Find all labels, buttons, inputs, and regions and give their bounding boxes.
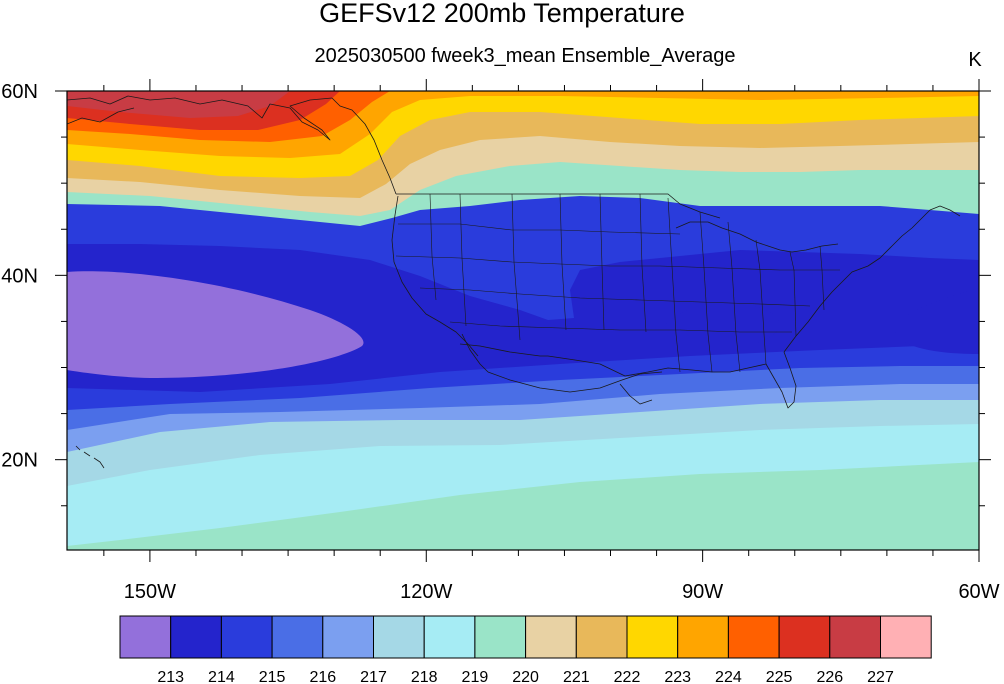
pacific-nw-coast xyxy=(331,97,397,195)
colorbar-swatch xyxy=(474,615,527,659)
baja-coast xyxy=(461,333,489,373)
colorbar-label: 226 xyxy=(816,669,843,684)
colorbar-label: 223 xyxy=(664,669,691,684)
plot-frame xyxy=(66,90,980,551)
colorbar xyxy=(119,615,932,659)
longitude-tick-labels: 150W 120W 90W 60W xyxy=(124,581,1000,603)
colorbar-label: 221 xyxy=(563,669,590,684)
axis-tick-marks xyxy=(55,79,991,562)
us-east-coast xyxy=(783,227,913,353)
map-title: GEFSv12 200mb Temperature xyxy=(319,0,685,28)
y-tick-label: 20N xyxy=(1,450,38,472)
colorbar-swatch xyxy=(322,615,374,659)
latitude-tick-labels: 60N 40N 20N xyxy=(1,81,38,472)
colorbar-swatch xyxy=(423,615,476,659)
colorbar-label: 227 xyxy=(867,669,894,684)
colorbar-label: 214 xyxy=(208,669,235,684)
colorbar-swatch xyxy=(170,615,222,659)
x-tick-label: 120W xyxy=(400,581,452,603)
colorbar-swatch xyxy=(880,615,932,659)
colorbar-swatch xyxy=(373,615,425,659)
mexico-gulf-coast xyxy=(487,371,663,393)
cold-pool-pacific xyxy=(67,271,364,378)
colorbar-label: 216 xyxy=(309,669,336,684)
contour-band-227 xyxy=(67,91,290,118)
colorbar-swatch xyxy=(220,615,273,659)
alaska-coast xyxy=(67,95,333,141)
colorbar-label: 222 xyxy=(614,669,641,684)
colorbar-swatch xyxy=(829,615,881,659)
yucatan-coast xyxy=(619,383,653,405)
x-tick-label: 60W xyxy=(958,581,999,603)
coastlines-and-borders xyxy=(67,95,961,469)
colorbar-swatch xyxy=(677,615,729,659)
x-tick-label: 90W xyxy=(682,581,723,603)
y-tick-label: 60N xyxy=(1,81,38,103)
florida-peninsula xyxy=(765,351,797,409)
us-west-coast xyxy=(391,195,479,357)
y-tick-label: 40N xyxy=(1,265,38,287)
hawaii-islands xyxy=(75,445,105,469)
warm-pocket-atlantic xyxy=(894,288,979,354)
state-borders xyxy=(395,193,840,373)
warm-pocket-southeast xyxy=(665,303,780,349)
colorbar-label: 219 xyxy=(462,669,489,684)
colorbar-label: 220 xyxy=(512,669,539,684)
colorbar-swatch xyxy=(525,615,577,659)
colorbar-label: 224 xyxy=(715,669,742,684)
temperature-contour-field xyxy=(67,91,979,550)
colorbar-swatch xyxy=(119,615,172,659)
alaska-islands xyxy=(67,107,135,125)
colorbar-label: 225 xyxy=(766,669,793,684)
x-tick-label: 150W xyxy=(124,581,176,603)
us-mexico-border xyxy=(459,343,548,357)
colorbar-swatch xyxy=(778,615,831,659)
colorbar-swatch xyxy=(626,615,679,659)
colorbar-swatch xyxy=(727,615,780,659)
maritimes-coast xyxy=(911,205,961,229)
colorbar-label: 218 xyxy=(411,669,438,684)
colorbar-labels: 213 214 215 216 217 218 219 220 221 222 223 224 225 2… xyxy=(157,669,894,684)
us-gulf-coast xyxy=(547,355,767,377)
map-subtitle: 2025030500 fweek3_mean Ensemble_Average xyxy=(314,45,735,67)
colorbar-label: 217 xyxy=(360,669,387,684)
colorbar-label: 213 xyxy=(157,669,184,684)
colorbar-label: 215 xyxy=(259,669,286,684)
colorbar-swatch xyxy=(271,615,324,659)
units-label: K xyxy=(968,49,982,71)
great-lakes xyxy=(675,221,839,253)
colorbar-swatch xyxy=(575,615,628,659)
